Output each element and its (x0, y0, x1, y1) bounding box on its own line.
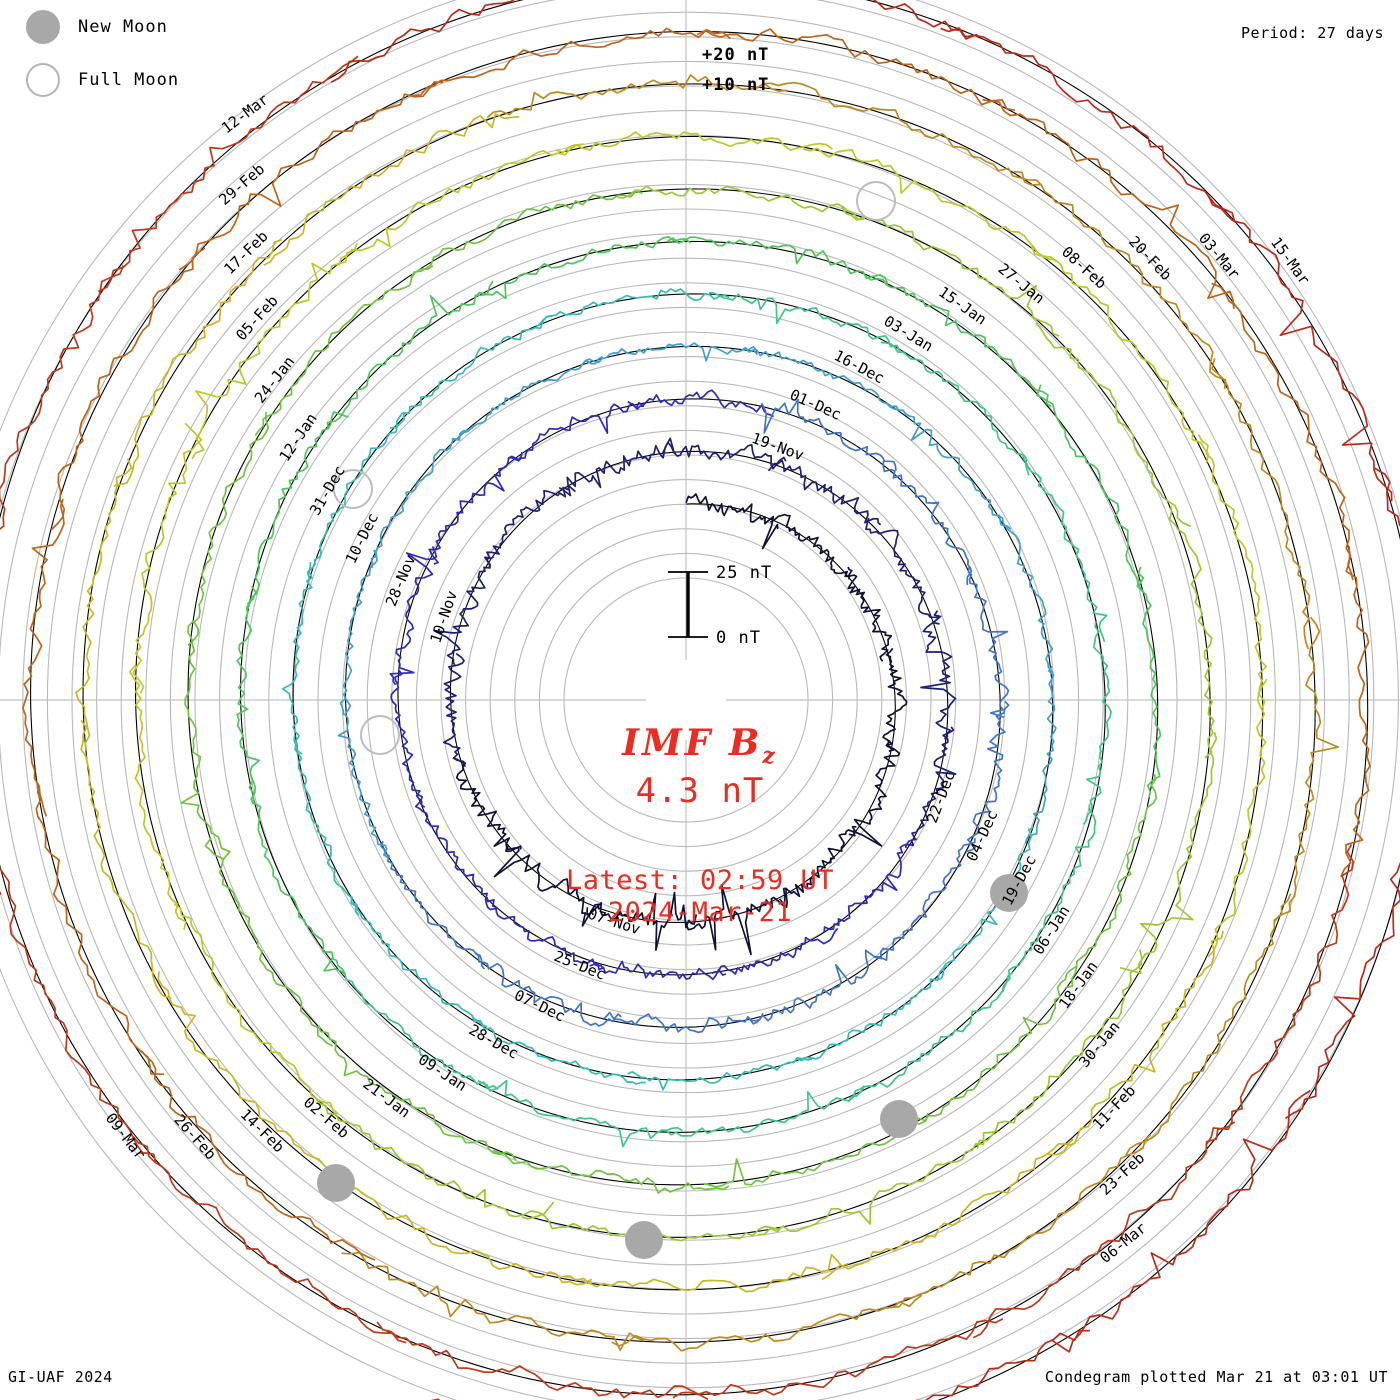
date-label: 28-Nov (382, 552, 420, 609)
moon-marker-full (333, 469, 373, 509)
latest-date: 2024-Mar-21 (607, 897, 793, 929)
imf-value: 4.3 nT (635, 771, 765, 812)
moon-marker-full (360, 715, 400, 755)
moon-marker-full (856, 181, 896, 221)
date-label: 28-Dec (466, 1021, 522, 1063)
date-label: 08-Feb (1058, 243, 1110, 293)
scalebar-bottom-label: 0 nT (716, 628, 761, 648)
date-label: 20-Feb (1125, 232, 1175, 284)
moon-marker-new (317, 1164, 355, 1202)
legend-new-moon: New Moon (26, 10, 168, 44)
moon-phase-markers (317, 181, 1028, 1259)
date-label: 24-Jan (251, 353, 298, 407)
imf-title-main: IMF B (622, 722, 763, 764)
date-label: 12-Mar (218, 90, 272, 137)
date-label: 06-Jan (1029, 902, 1073, 957)
date-label: 15-Jan (935, 283, 990, 329)
new-moon-label: New Moon (78, 17, 168, 37)
date-label: 21-Jan (360, 1075, 414, 1122)
date-label: 12-Jan (276, 410, 321, 465)
credit-label: GI-UAF 2024 (8, 1368, 113, 1386)
date-label: 04-Dec (963, 807, 1002, 864)
date-label: 15-Mar (1267, 234, 1313, 288)
imf-title: IMF Bz (500, 722, 900, 769)
date-label: 09-Mar (102, 1109, 149, 1163)
center-annotation: IMF Bz 4.3 nT Latest: 02:59 UT 2024-Mar-… (500, 722, 900, 929)
date-label: 27-Jan (995, 260, 1049, 308)
legend-full-moon: Full Moon (26, 63, 179, 97)
scalebar-top-label: 25 nT (716, 563, 773, 583)
imf-title-sub: z (762, 743, 778, 770)
full-moon-icon (26, 63, 60, 97)
date-label: 07-Dec (511, 986, 568, 1026)
full-moon-label: Full Moon (78, 70, 180, 90)
date-label: 30-Jan (1075, 1018, 1124, 1071)
date-label: 22-Dec (923, 769, 959, 826)
date-label: 29-Feb (215, 160, 268, 209)
moon-marker-new (990, 874, 1028, 912)
date-label: 23-Feb (1096, 1149, 1148, 1199)
date-labels: 07-Nov10-Nov19-Nov22-Dec25-Dec28-Nov01-D… (102, 90, 1314, 1267)
date-label: 17-Feb (220, 227, 271, 278)
axis-label-20nt: +20 nT (702, 45, 770, 65)
plotted-label: Condegram plotted Mar 21 at 03:01 UT (1044, 1368, 1388, 1386)
latest-time: Latest: 02:59 UT (565, 865, 835, 897)
imf-latest: Latest: 02:59 UT 2024-Mar-21 (500, 865, 900, 929)
date-label: 16-Dec (831, 346, 887, 387)
new-moon-icon (26, 10, 60, 44)
axis-label-10nt: +10 nT (702, 75, 770, 95)
moon-marker-new (625, 1221, 663, 1259)
date-label: 09-Jan (415, 1050, 470, 1095)
date-label: 18-Jan (1055, 958, 1101, 1012)
date-label: 25-Dec (551, 947, 608, 984)
date-label: 05-Feb (232, 292, 281, 344)
date-label: 11-Feb (1089, 1082, 1139, 1134)
date-label: 03-Mar (1195, 229, 1244, 282)
moon-marker-new (880, 1100, 918, 1138)
scale-bar (668, 571, 708, 638)
period-label: Period: 27 days (1241, 24, 1384, 42)
